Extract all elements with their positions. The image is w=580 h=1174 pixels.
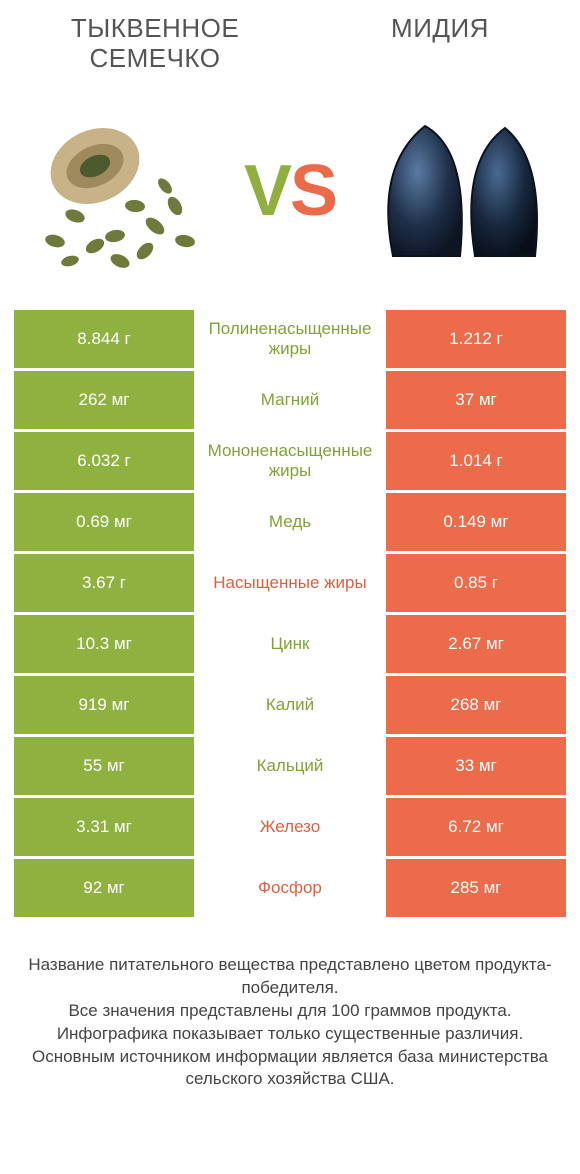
left-value-cell: 92 мг [14,859,194,917]
left-value-cell: 8.844 г [14,310,194,368]
left-value-cell: 919 мг [14,676,194,734]
right-value-cell: 0.149 мг [386,493,566,551]
right-value-cell: 6.72 мг [386,798,566,856]
nutrient-label: Калий [194,676,386,734]
right-value-cell: 37 мг [386,371,566,429]
footer-line-4: Основным источником информации является … [20,1046,560,1092]
right-value-cell: 33 мг [386,737,566,795]
vs-s: S [290,151,336,231]
right-value-cell: 0.85 г [386,554,566,612]
right-value-cell: 2.67 мг [386,615,566,673]
nutrient-label: Медь [194,493,386,551]
left-value-cell: 3.31 мг [14,798,194,856]
right-value-cell: 1.014 г [386,432,566,490]
header: ТЫКВЕННОЕ СЕМЕЧКО МИДИЯ [0,0,580,80]
table-row: 92 мгФосфор285 мг [14,859,566,917]
nutrient-label: Полиненасыщенные жиры [194,310,386,368]
table-row: 3.67 гНасыщенные жиры0.85 г [14,554,566,612]
right-value-cell: 1.212 г [386,310,566,368]
table-row: 10.3 мгЦинк2.67 мг [14,615,566,673]
pumpkin-seeds-icon [25,106,215,276]
nutrient-label: Фосфор [194,859,386,917]
table-row: 919 мгКалий268 мг [14,676,566,734]
right-product-image [360,101,560,281]
vs-v: V [244,151,290,231]
table-row: 8.844 гПолиненасыщенные жиры1.212 г [14,310,566,368]
table-row: 6.032 гМононенасыщенные жиры1.014 г [14,432,566,490]
left-product-image [20,101,220,281]
left-value-cell: 10.3 мг [14,615,194,673]
vs-label: VS [230,155,350,227]
right-value-cell: 268 мг [386,676,566,734]
left-value-cell: 262 мг [14,371,194,429]
left-product-title: ТЫКВЕННОЕ СЕМЕЧКО [40,14,270,74]
footer-line-1: Название питательного вещества представл… [20,954,560,1000]
nutrient-label: Кальций [194,737,386,795]
footer-line-2: Все значения представлены для 100 граммо… [20,1000,560,1023]
left-value-cell: 0.69 мг [14,493,194,551]
right-product-title: МИДИЯ [340,14,540,74]
right-value-cell: 285 мг [386,859,566,917]
footer-text: Название питательного вещества представл… [0,920,580,1092]
comparison-table: 8.844 гПолиненасыщенные жиры1.212 г262 м… [0,310,580,920]
nutrient-label: Насыщенные жиры [194,554,386,612]
nutrient-label: Мононенасыщенные жиры [194,432,386,490]
left-value-cell: 55 мг [14,737,194,795]
footer-line-3: Инфографика показывает только существенн… [20,1023,560,1046]
nutrient-label: Магний [194,371,386,429]
table-row: 55 мгКальций33 мг [14,737,566,795]
nutrient-label: Цинк [194,615,386,673]
left-value-cell: 3.67 г [14,554,194,612]
table-row: 262 мгМагний37 мг [14,371,566,429]
mussels-icon [365,106,555,276]
image-row: VS [0,80,580,310]
left-value-cell: 6.032 г [14,432,194,490]
table-row: 3.31 мгЖелезо6.72 мг [14,798,566,856]
infographic-container: ТЫКВЕННОЕ СЕМЕЧКО МИДИЯ [0,0,580,1174]
table-row: 0.69 мгМедь0.149 мг [14,493,566,551]
nutrient-label: Железо [194,798,386,856]
